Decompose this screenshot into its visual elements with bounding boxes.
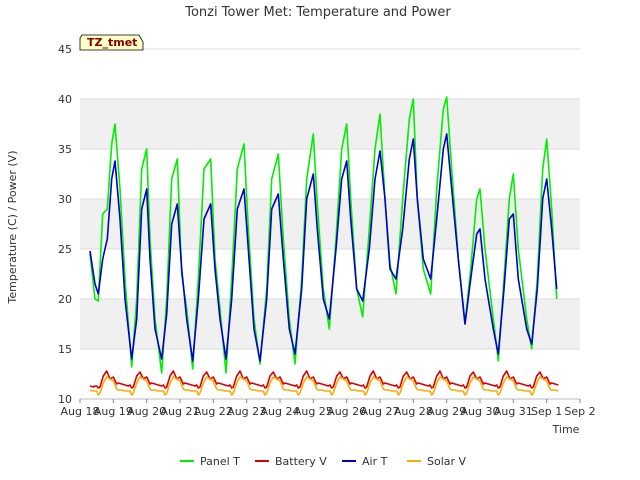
x-tick-label: Aug 23 xyxy=(227,405,266,418)
y-tick-label: 45 xyxy=(58,43,72,56)
gridlines xyxy=(80,48,580,400)
x-tick-label: Aug 22 xyxy=(194,405,233,418)
background-band xyxy=(80,99,580,149)
station-badge: TZ_tmet xyxy=(79,34,144,51)
legend-item: Panel T xyxy=(180,455,240,468)
y-tick-label: 20 xyxy=(58,293,72,306)
station-badge-label: TZ_tmet xyxy=(87,36,137,49)
legend-label: Air T xyxy=(362,455,388,468)
x-tick-label: Sep 2 xyxy=(564,405,595,418)
x-tick-label: Aug 25 xyxy=(294,405,333,418)
x-tick-label: Aug 31 xyxy=(494,405,533,418)
y-axis-label: Temperature (C) / Power (V) xyxy=(6,150,19,304)
chart-title: Tonzi Tower Met: Temperature and Power xyxy=(184,5,451,20)
y-axis-ticks: 10 15 20 25 30 35 40 45 xyxy=(58,43,72,406)
x-tick-label: Sep 1 xyxy=(531,405,562,418)
x-tick-label: Aug 30 xyxy=(461,405,500,418)
x-tick-label: Aug 21 xyxy=(161,405,200,418)
legend-item: Solar V xyxy=(407,455,467,468)
x-tick-label: Aug 24 xyxy=(261,405,300,418)
station-badge-box xyxy=(79,34,144,51)
y-tick-label: 40 xyxy=(58,93,72,106)
x-tick-label: Aug 18 xyxy=(61,405,100,418)
x-tick-label: Aug 27 xyxy=(361,405,400,418)
series-line-air-t xyxy=(89,133,558,362)
legend-item: Air T xyxy=(342,455,388,468)
series-line-battery-v xyxy=(89,370,559,389)
y-tick-label: 35 xyxy=(58,143,72,156)
legend-label: Battery V xyxy=(275,455,327,468)
legend: Panel T Battery V Air T Solar V xyxy=(180,455,467,468)
legend-item: Battery V xyxy=(255,455,327,468)
x-tick-label: Aug 26 xyxy=(327,405,366,418)
x-tick-label: Aug 19 xyxy=(94,405,133,418)
x-tick-label: Aug 28 xyxy=(394,405,433,418)
series-layer xyxy=(89,96,559,396)
series-line-solar-v xyxy=(89,376,559,396)
y-tick-label: 10 xyxy=(58,393,72,406)
y-tick-label: 25 xyxy=(58,243,72,256)
background-band xyxy=(80,199,580,249)
legend-label: Panel T xyxy=(200,455,240,468)
x-axis-label: Time xyxy=(552,423,580,436)
y-tick-label: 15 xyxy=(58,343,72,356)
y-tick-label: 30 xyxy=(58,193,72,206)
plot-background xyxy=(80,49,580,399)
x-tick-label: Aug 20 xyxy=(127,405,166,418)
x-tick-label: Aug 29 xyxy=(427,405,466,418)
legend-label: Solar V xyxy=(427,455,467,468)
